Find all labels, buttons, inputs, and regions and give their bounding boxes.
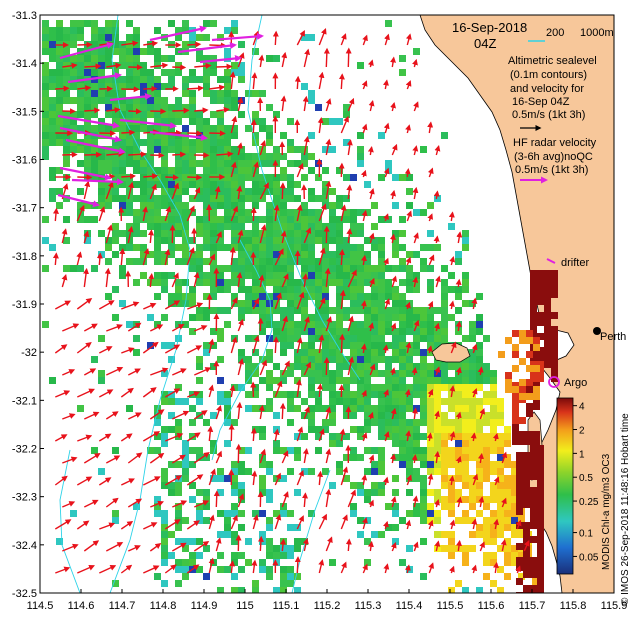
x-tick-label: 115 (236, 600, 254, 612)
x-tick-label: 114.8 (150, 600, 177, 612)
y-tick-label: -31.4 (12, 58, 37, 70)
x-tick-label: 114.5 (27, 600, 54, 612)
argo-marker (548, 376, 560, 388)
colorbar-tick-label: 0.25 (579, 497, 599, 508)
alt-legend-4: 16-Sep 04Z (512, 96, 570, 108)
x-axis: 114.5 114.6 114.7 114.8 114.9 115 115.1 115.2 11… (27, 589, 628, 612)
argo-label: Argo (564, 377, 587, 389)
alt-legend-scale: 0.5m/s (1kt 3h) (512, 109, 585, 121)
y-tick-label: -32.4 (12, 540, 37, 552)
y-tick-label: -31.3 (12, 10, 37, 22)
y-tick-label: -32.3 (12, 492, 37, 504)
x-tick-label: 115.7 (519, 600, 546, 612)
drifter-label: drifter (561, 257, 589, 269)
x-tick-label: 115.2 (314, 600, 341, 612)
colorbar-tick-label: 1 (579, 449, 585, 460)
x-tick-label: 115.9 (601, 600, 628, 612)
colorbar-tick-label: 0.1 (579, 529, 593, 540)
map-area (40, 15, 614, 593)
x-tick-label: 115.6 (478, 600, 505, 612)
y-tick-label: -32 (21, 347, 37, 359)
y-axis: -31.3 -31.4 -31.5 -31.6 -31.7 -31.8 -31.9 -32 -3… (12, 10, 44, 600)
x-tick-label: 115.3 (355, 600, 382, 612)
x-tick-label: 115.8 (560, 600, 587, 612)
hf-legend-scale: 0.5m/s (1kt 3h) (515, 164, 588, 176)
y-tick-label: -31.8 (12, 251, 37, 263)
altimetry-velocity-arrows (52, 28, 530, 574)
perth-marker (593, 327, 601, 335)
map-date: 16-Sep-2018 (452, 20, 527, 35)
y-tick-label: -32.5 (12, 588, 37, 600)
colorbar (556, 397, 574, 575)
x-tick-label: 115.1 (273, 600, 300, 612)
perth-label: Perth (600, 331, 626, 343)
alt-legend-1: Altimetric sealevel (508, 55, 597, 67)
y-tick-label: -31.7 (12, 203, 37, 215)
colorbar-tick-label: 4 (579, 402, 585, 413)
colorbar-label: MODIS Chl-a mg/m3 OC3 (601, 453, 612, 570)
x-tick-label: 115.4 (396, 600, 423, 612)
map-time: 04Z (474, 36, 496, 51)
y-tick-label: -32.2 (12, 444, 37, 456)
x-tick-label: 114.6 (68, 600, 95, 612)
hf-legend-1: HF radar velocity (513, 137, 597, 149)
colorbar-tick-label: 2 (579, 426, 585, 437)
hf-radar-arrows (57, 25, 264, 208)
depth-label-200: 200 (546, 27, 564, 39)
coastal-high-chl (498, 270, 558, 593)
y-tick-label: -31.6 (12, 155, 37, 167)
credit-text: © IMOS 26-Sep-2018 11:48:16 Hobart time (620, 413, 631, 605)
x-tick-label: 115.5 (437, 600, 464, 612)
colorbar-tick-label: 0.05 (579, 552, 599, 563)
alt-legend-2: (0.1m contours) (510, 69, 587, 81)
colorbar-tick-label: 0.5 (579, 473, 593, 484)
depth-label-1000: 1000m (580, 27, 614, 39)
hf-legend-2: (3-6h avg)noQC (514, 151, 593, 163)
colorbar-ticks: 4 2 1 0.5 0.25 0.1 0.05 (573, 402, 599, 563)
y-tick-label: -31.5 (12, 106, 37, 118)
alt-legend-3: and velocity for (510, 83, 584, 95)
x-tick-label: 114.9 (191, 600, 218, 612)
y-tick-label: -31.9 (12, 299, 37, 311)
drifter-marker (546, 258, 556, 264)
x-tick-label: 114.7 (109, 600, 136, 612)
depth-contours (59, 15, 361, 593)
y-tick-label: -32.1 (12, 395, 37, 407)
